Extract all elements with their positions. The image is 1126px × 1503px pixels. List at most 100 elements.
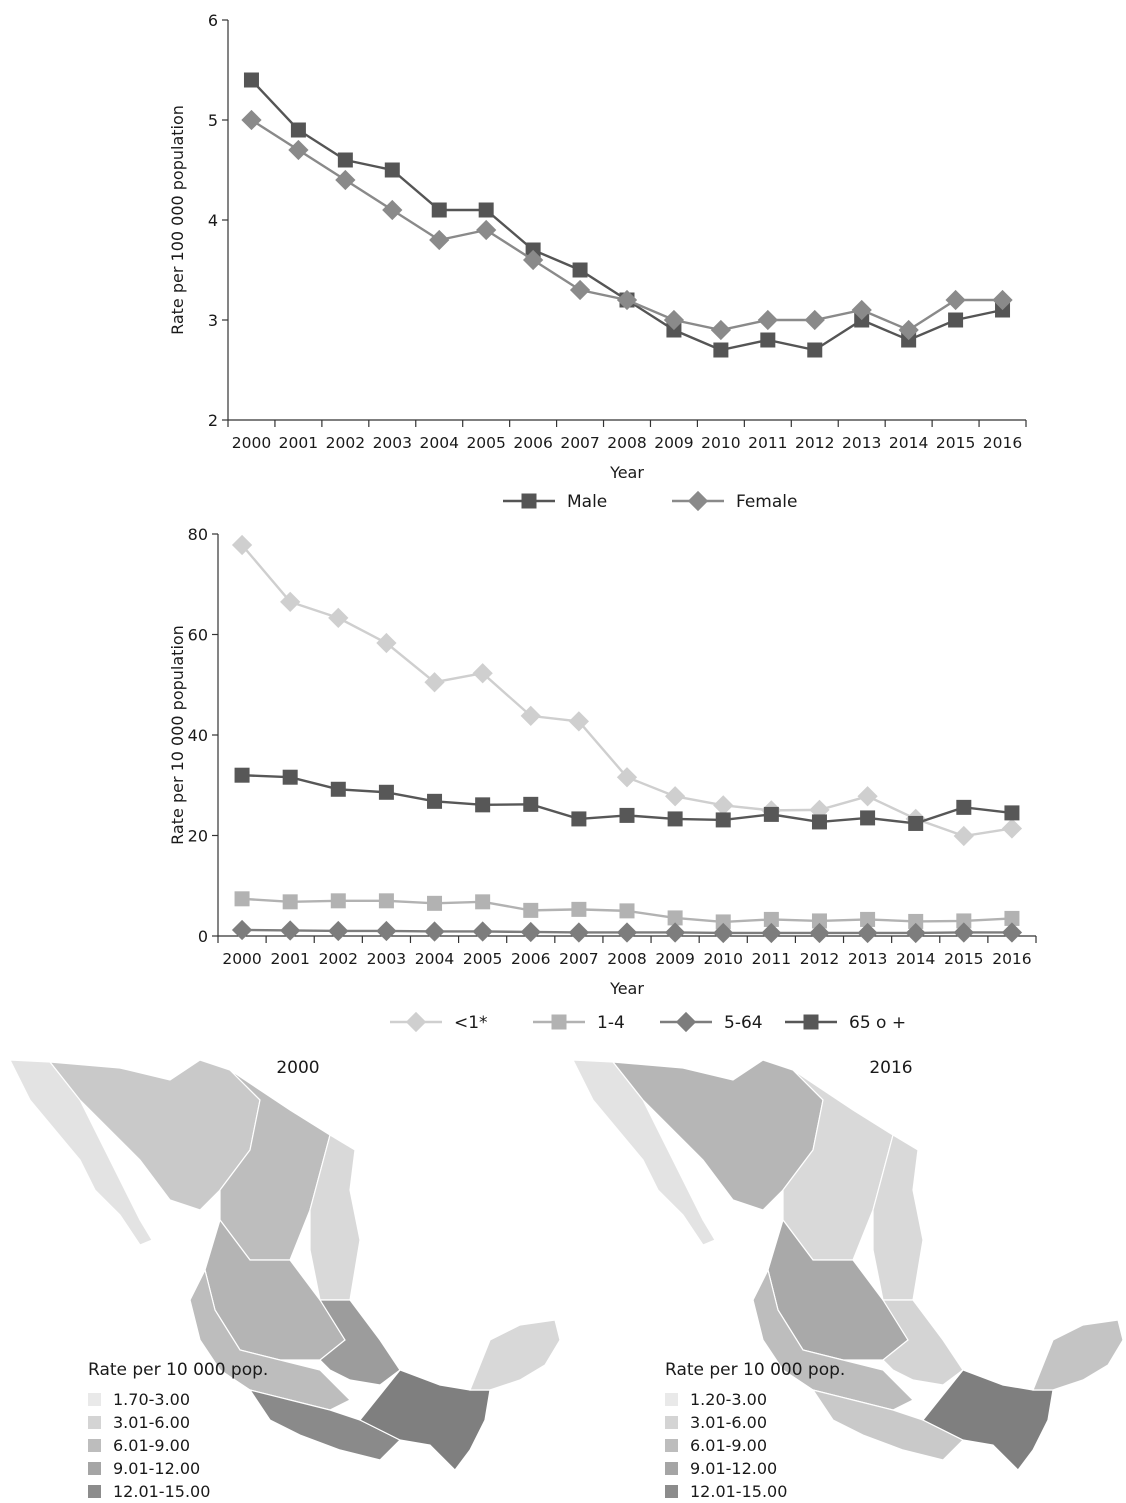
data-point	[378, 784, 394, 800]
legend-item: 12.01-15.00	[88, 1480, 268, 1503]
map-legend: Rate per 10 000 pop. 1.70-3.00 3.01-6.00…	[88, 1360, 268, 1503]
data-point	[376, 632, 397, 654]
legend-label: Male	[567, 492, 607, 512]
mexico-map-2016	[572, 1059, 1124, 1471]
data-point	[378, 893, 394, 909]
data-point	[231, 919, 253, 941]
x-tick-label: 2015	[944, 950, 983, 968]
data-point	[857, 786, 878, 807]
y-tick-label: 6	[208, 11, 218, 30]
data-point	[234, 767, 250, 783]
data-point	[945, 289, 966, 311]
data-point	[280, 920, 301, 941]
data-point	[328, 920, 349, 942]
legend-title: Rate per 10 000 pop.	[665, 1360, 846, 1380]
legend-marker	[675, 1011, 697, 1033]
x-tick-label: 2001	[270, 950, 309, 968]
x-tick-label: 2014	[889, 434, 928, 452]
x-tick-label: 2006	[511, 950, 550, 968]
x-tick-label: 2012	[795, 434, 834, 452]
central-region	[318, 1299, 401, 1386]
data-point	[811, 913, 827, 929]
legend-swatch	[665, 1439, 678, 1452]
data-point	[234, 891, 250, 907]
data-point	[431, 202, 447, 218]
data-point	[472, 921, 493, 942]
x-tick-label: 2008	[607, 434, 646, 452]
data-point	[475, 797, 491, 813]
data-point	[860, 810, 876, 826]
x-tick-label: 2009	[655, 950, 694, 968]
legend-label: 6.01-9.00	[113, 1436, 191, 1455]
data-point	[569, 279, 591, 301]
x-tick-label: 2001	[279, 434, 318, 452]
southeast-region	[359, 1369, 491, 1471]
x-tick-label: 2009	[654, 434, 693, 452]
central-region	[881, 1299, 964, 1386]
x-tick-label: 2003	[367, 950, 406, 968]
legend-swatch	[665, 1416, 678, 1429]
data-point	[382, 199, 403, 221]
legend-label: 12.01-15.00	[113, 1482, 211, 1501]
data-point	[763, 806, 779, 822]
data-point	[908, 913, 924, 929]
legend-marker	[551, 1014, 567, 1030]
data-point	[667, 910, 683, 926]
data-point	[956, 913, 972, 929]
legend-marker	[687, 490, 709, 512]
legend-item: 3.01-6.00	[88, 1411, 268, 1434]
data-point	[851, 299, 872, 321]
data-point	[715, 914, 731, 930]
data-point	[280, 591, 301, 612]
x-tick-label: 2002	[319, 950, 358, 968]
data-point	[282, 769, 298, 785]
data-point	[523, 902, 539, 918]
data-point	[522, 249, 544, 271]
data-point	[427, 793, 443, 809]
x-tick-label: 2000	[232, 434, 271, 452]
data-point	[282, 894, 298, 910]
data-point	[807, 342, 823, 358]
mexico-map-2000	[9, 1059, 561, 1471]
legend-label: 1.20-3.00	[690, 1390, 768, 1409]
data-point	[335, 169, 356, 191]
x-tick-label: 2011	[752, 950, 791, 968]
data-point	[330, 781, 346, 797]
data-point	[330, 893, 346, 909]
data-point	[376, 920, 397, 942]
x-tick-label: 2015	[936, 434, 975, 452]
y-tick-label: 0	[198, 927, 208, 946]
y-axis-label: Rate per 100 000 population	[168, 105, 187, 335]
data-point	[231, 534, 253, 556]
data-point	[572, 262, 588, 278]
y-tick-label: 60	[188, 626, 208, 645]
data-point	[664, 922, 686, 943]
x-tick-label: 2005	[463, 950, 502, 968]
data-point	[616, 922, 638, 943]
map-year-label: 2000	[276, 1058, 320, 1078]
legend-item: 9.01-12.00	[665, 1457, 845, 1480]
data-point	[616, 289, 638, 311]
map-year-label: 2016	[869, 1058, 913, 1078]
y-tick-label: 20	[188, 827, 208, 846]
legend-label: 65 o +	[849, 1013, 906, 1033]
legend-item: 1.20-3.00	[665, 1388, 845, 1411]
southern-region	[248, 1389, 402, 1461]
legend-swatch	[88, 1439, 101, 1452]
legend-label: 9.01-12.00	[113, 1459, 201, 1478]
data-point	[571, 901, 587, 917]
legend-swatch	[665, 1393, 678, 1406]
x-tick-label: 2016	[992, 950, 1031, 968]
x-tick-label: 2006	[513, 434, 552, 452]
data-point	[956, 799, 972, 815]
y-tick-label: 5	[208, 111, 218, 130]
series-line	[241, 544, 1013, 838]
legend-item: 6.01-9.00	[665, 1434, 845, 1457]
legend-marker	[803, 1014, 819, 1030]
x-tick-label: 2014	[896, 950, 935, 968]
map-legend: Rate per 10 000 pop. 1.20-3.00 3.01-6.00…	[665, 1360, 845, 1503]
data-point	[476, 219, 497, 241]
data-point	[328, 607, 349, 629]
data-point	[713, 795, 734, 816]
legend-swatch	[88, 1416, 101, 1429]
